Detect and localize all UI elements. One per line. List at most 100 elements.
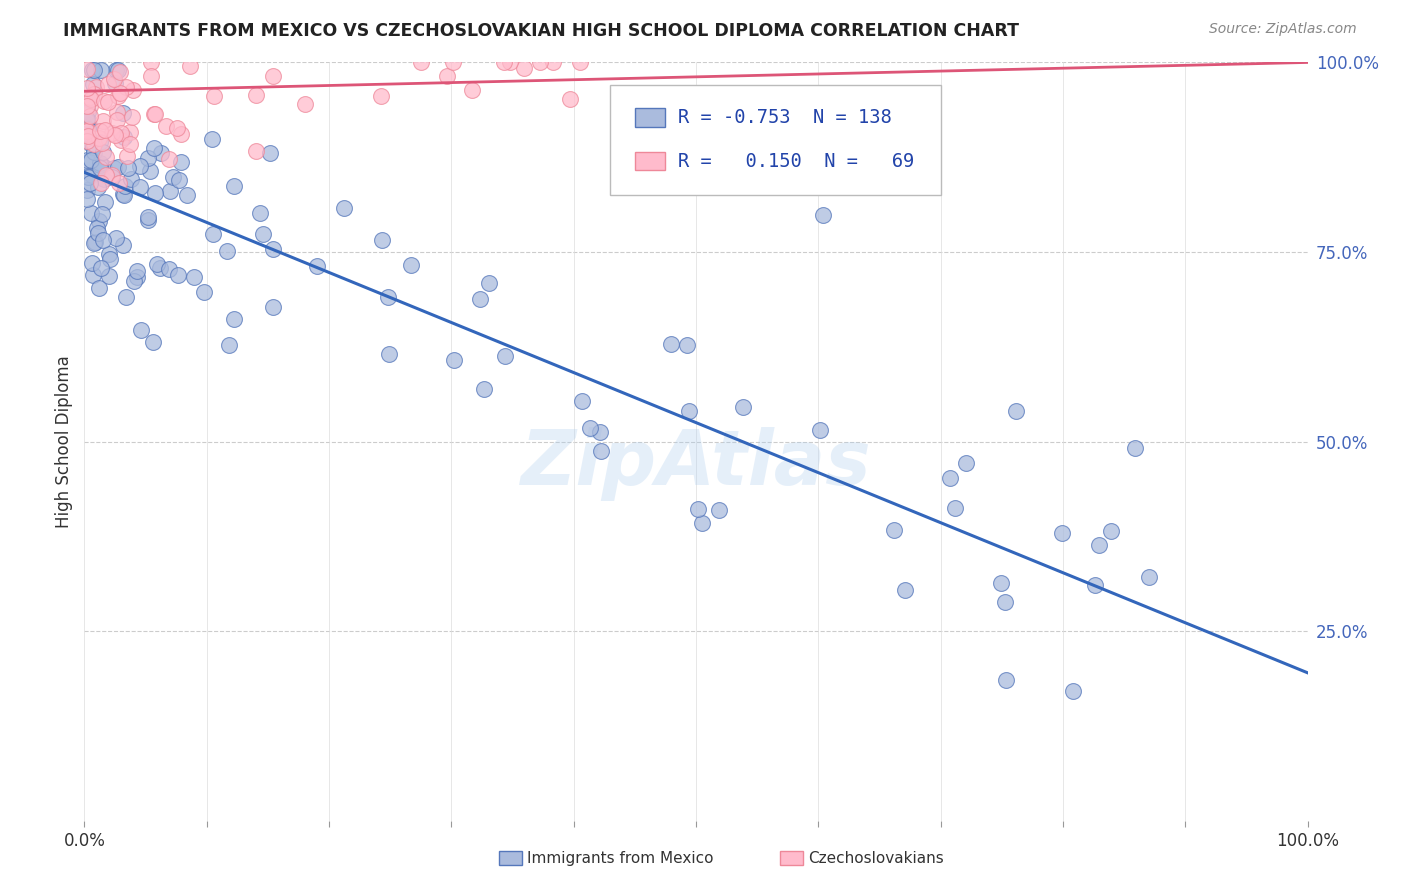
Point [107,160,129,174]
Point [87,214,110,228]
Point [166,120,188,135]
Point [120,125,142,139]
Point [108,176,131,190]
Point [883,523,905,537]
Point [80,153,103,167]
Point [201,132,224,146]
Point [120,172,142,186]
Point [245,87,267,102]
Point [461,83,484,97]
Point [93,94,115,108]
Point [125,270,148,285]
Point [1050,525,1073,540]
Point [110,133,132,147]
Point [105,105,128,120]
Point [568,55,591,70]
Point [142,141,165,155]
Point [443,55,465,70]
Point [731,401,754,415]
Point [79,99,101,113]
Point [166,268,188,282]
Point [589,444,612,458]
Point [143,186,166,200]
Point [76,123,98,137]
Point [93,145,115,159]
Point [139,163,162,178]
Text: Czechoslovakians: Czechoslovakians [808,851,945,865]
Point [83,62,105,77]
Point [89,281,111,295]
Point [103,72,125,87]
Point [91,233,114,247]
Text: Source: ZipAtlas.com: Source: ZipAtlas.com [1209,22,1357,37]
FancyBboxPatch shape [636,108,665,128]
Point [115,79,138,94]
Point [333,201,356,215]
Point [245,145,267,159]
Point [76,80,98,95]
Point [90,177,112,191]
Point [82,256,104,270]
Point [76,114,98,128]
Point [83,145,105,159]
Point [294,97,316,112]
Point [494,349,516,363]
Point [76,92,98,106]
Point [675,338,697,352]
Point [115,290,138,304]
Point [155,119,177,133]
Point [808,423,831,437]
Point [105,113,128,128]
Point [938,471,960,485]
Point [1137,570,1160,584]
Point [436,69,458,83]
Point [1123,441,1146,455]
Text: R = -0.753  N = 138: R = -0.753 N = 138 [678,108,891,128]
Point [159,184,181,198]
Point [578,421,600,435]
Point [1062,683,1084,698]
Point [89,161,111,175]
Point [82,77,104,91]
Point [93,160,115,174]
Point [262,242,284,256]
Y-axis label: High School Diploma: High School Diploma [55,355,73,528]
Point [541,55,564,70]
Point [89,158,111,172]
Point [411,55,433,70]
Point [98,269,121,284]
Point [136,213,159,227]
Point [204,89,226,103]
Point [108,65,131,79]
Point [83,235,105,250]
Point [176,187,198,202]
Point [811,208,834,222]
Point [82,140,104,154]
Point [104,231,127,245]
Point [77,129,100,144]
Point [89,155,111,169]
Point [83,136,105,151]
Point [678,404,700,418]
Point [443,353,465,368]
Point [513,61,536,75]
Point [80,62,103,77]
Point [94,194,117,209]
Point [162,170,184,185]
Point [122,274,145,288]
Point [108,87,131,101]
Point [129,159,152,173]
Point [1099,524,1122,539]
Point [96,78,118,92]
Point [82,268,104,283]
Point [170,128,193,142]
Point [498,55,520,70]
Point [87,180,110,194]
Point [159,261,181,276]
Point [76,124,98,138]
Point [100,252,122,267]
Point [90,261,112,276]
Point [139,55,162,70]
Point [93,172,115,186]
Point [110,126,132,140]
